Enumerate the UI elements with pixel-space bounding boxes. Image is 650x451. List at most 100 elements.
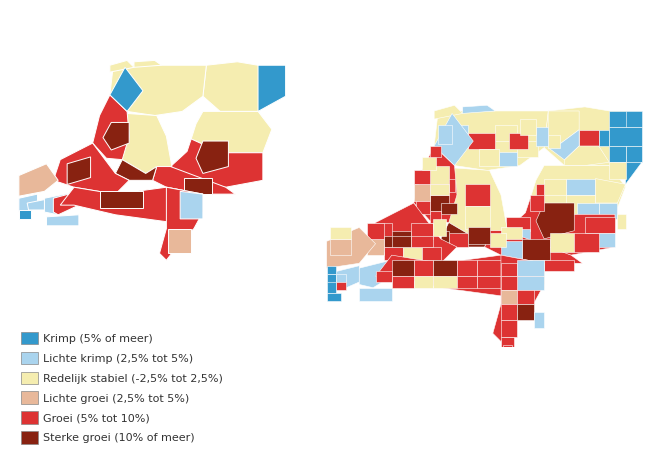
- Polygon shape: [19, 211, 31, 220]
- Polygon shape: [501, 290, 517, 304]
- Polygon shape: [414, 185, 430, 201]
- Polygon shape: [544, 260, 574, 272]
- Bar: [21, 372, 38, 384]
- Polygon shape: [522, 239, 550, 260]
- Polygon shape: [585, 217, 615, 234]
- Polygon shape: [506, 199, 615, 256]
- Polygon shape: [609, 128, 642, 147]
- Polygon shape: [67, 157, 90, 185]
- Polygon shape: [392, 277, 408, 288]
- Polygon shape: [517, 260, 544, 277]
- Polygon shape: [566, 195, 595, 215]
- Polygon shape: [359, 288, 392, 301]
- Polygon shape: [501, 228, 522, 239]
- Polygon shape: [258, 66, 285, 112]
- Polygon shape: [506, 217, 530, 231]
- Polygon shape: [495, 125, 517, 142]
- Polygon shape: [618, 215, 625, 230]
- Polygon shape: [499, 152, 517, 166]
- Polygon shape: [501, 337, 514, 347]
- Polygon shape: [577, 203, 599, 220]
- Polygon shape: [625, 163, 642, 185]
- Polygon shape: [457, 260, 476, 277]
- Polygon shape: [359, 260, 392, 288]
- Polygon shape: [153, 167, 235, 195]
- Polygon shape: [327, 228, 376, 269]
- Polygon shape: [44, 192, 79, 215]
- Polygon shape: [19, 165, 58, 197]
- Polygon shape: [159, 188, 203, 261]
- Polygon shape: [441, 203, 457, 215]
- Polygon shape: [457, 277, 476, 288]
- Polygon shape: [599, 130, 609, 147]
- Polygon shape: [422, 158, 436, 171]
- Polygon shape: [501, 277, 517, 290]
- Polygon shape: [392, 260, 414, 277]
- Polygon shape: [595, 179, 625, 203]
- Polygon shape: [564, 147, 609, 166]
- Polygon shape: [46, 215, 79, 226]
- Polygon shape: [367, 239, 383, 256]
- Polygon shape: [414, 260, 432, 277]
- Polygon shape: [548, 112, 579, 144]
- Polygon shape: [99, 192, 143, 208]
- Polygon shape: [376, 223, 392, 236]
- Polygon shape: [53, 192, 79, 215]
- Polygon shape: [544, 108, 642, 166]
- Polygon shape: [19, 195, 38, 212]
- Bar: [21, 352, 38, 364]
- Polygon shape: [122, 114, 172, 174]
- Polygon shape: [196, 142, 228, 174]
- Polygon shape: [530, 195, 544, 212]
- Polygon shape: [327, 282, 337, 293]
- Polygon shape: [93, 96, 129, 160]
- Polygon shape: [522, 260, 544, 272]
- Polygon shape: [501, 304, 517, 321]
- Bar: [21, 391, 38, 404]
- Polygon shape: [411, 236, 432, 248]
- Polygon shape: [191, 112, 272, 153]
- Polygon shape: [449, 179, 454, 193]
- Polygon shape: [103, 123, 129, 151]
- Polygon shape: [548, 136, 560, 148]
- Polygon shape: [517, 277, 544, 290]
- Polygon shape: [180, 192, 203, 220]
- Polygon shape: [110, 68, 143, 112]
- Polygon shape: [534, 313, 544, 329]
- Polygon shape: [530, 166, 625, 215]
- Polygon shape: [327, 274, 337, 285]
- Polygon shape: [414, 147, 457, 223]
- Polygon shape: [501, 277, 517, 288]
- Polygon shape: [503, 345, 512, 353]
- Polygon shape: [609, 163, 625, 179]
- Polygon shape: [536, 128, 548, 147]
- Polygon shape: [517, 230, 530, 248]
- Polygon shape: [517, 277, 544, 288]
- Text: Redelijk stabiel (-2,5% tot 2,5%): Redelijk stabiel (-2,5% tot 2,5%): [44, 373, 223, 383]
- Polygon shape: [434, 112, 548, 171]
- Polygon shape: [384, 231, 411, 248]
- Polygon shape: [337, 274, 346, 285]
- Polygon shape: [609, 112, 642, 128]
- Polygon shape: [441, 231, 449, 244]
- Polygon shape: [170, 140, 263, 188]
- Bar: [21, 332, 38, 345]
- Polygon shape: [501, 264, 517, 277]
- Polygon shape: [501, 260, 517, 277]
- Polygon shape: [501, 242, 522, 260]
- Polygon shape: [449, 234, 469, 248]
- Polygon shape: [544, 179, 566, 195]
- Polygon shape: [625, 147, 642, 163]
- Polygon shape: [376, 256, 544, 296]
- Polygon shape: [330, 228, 351, 239]
- Polygon shape: [337, 282, 346, 290]
- Polygon shape: [574, 234, 599, 252]
- Polygon shape: [476, 277, 501, 288]
- Polygon shape: [384, 248, 403, 260]
- Polygon shape: [430, 185, 449, 195]
- Polygon shape: [392, 277, 414, 288]
- Polygon shape: [27, 200, 44, 211]
- Polygon shape: [517, 290, 534, 304]
- Polygon shape: [501, 321, 517, 337]
- Polygon shape: [367, 203, 457, 264]
